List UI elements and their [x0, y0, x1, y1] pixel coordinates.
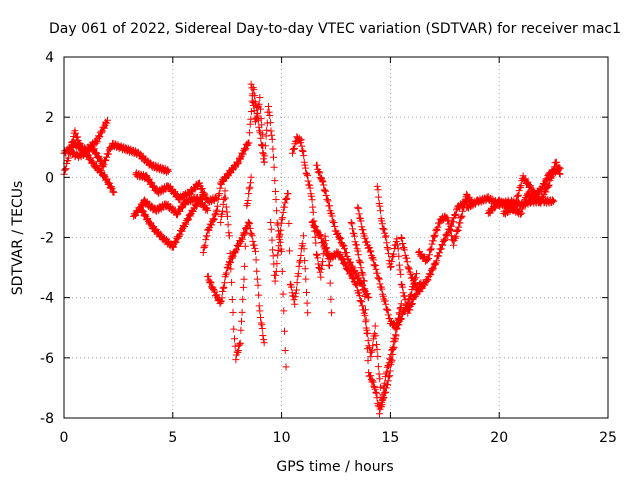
data-marks [347, 219, 403, 418]
series-track-4 [132, 169, 220, 206]
series-track-10 [247, 80, 290, 371]
series-track-17 [373, 182, 425, 317]
x-tick-label: 10 [273, 430, 291, 446]
y-tick-label: 2 [45, 110, 54, 126]
y-tick-label: -2 [40, 231, 54, 247]
data-points [60, 80, 564, 418]
x-tick-label: 20 [490, 430, 508, 446]
series-track-19 [415, 190, 477, 265]
y-tick-label: 4 [45, 50, 54, 66]
data-marks [312, 161, 373, 302]
series-track-15 [347, 219, 403, 418]
y-tick-label: -4 [40, 291, 54, 307]
data-marks [132, 169, 220, 206]
data-marks [64, 145, 118, 196]
series-track-16 [354, 203, 420, 332]
series-track-22 [500, 158, 564, 218]
x-tick-label: 5 [168, 430, 177, 446]
data-marks [204, 218, 268, 347]
data-marks [415, 190, 477, 265]
series-track-8 [204, 218, 268, 347]
y-tick-label: -8 [40, 411, 54, 427]
chart-title: Day 061 of 2022, Sidereal Day-to-day VTE… [49, 21, 621, 37]
data-marks [267, 190, 312, 317]
series-track-11 [267, 190, 312, 317]
data-marks [247, 80, 290, 371]
x-tick-label: 25 [599, 430, 617, 446]
y-axis-label: SDTVAR / TECUs [10, 181, 26, 296]
data-marks [136, 191, 207, 251]
y-tick-label: 0 [45, 170, 54, 186]
data-marks [217, 173, 255, 364]
x-tick-label: 15 [381, 430, 399, 446]
series-track-3 [64, 145, 118, 196]
data-marks [373, 182, 425, 317]
data-marks [354, 203, 420, 332]
series-track-13 [312, 161, 373, 302]
x-tick-label: 0 [60, 430, 69, 446]
data-marks [500, 158, 564, 218]
series-track-6 [136, 191, 207, 251]
y-tick-label: -6 [40, 351, 54, 367]
x-axis-label: GPS time / hours [276, 459, 393, 475]
series-track-7 [217, 173, 255, 364]
axis-ticks: 0 5 10 15 20 25 -8 -6 -4 -2 0 2 4 [40, 50, 617, 446]
